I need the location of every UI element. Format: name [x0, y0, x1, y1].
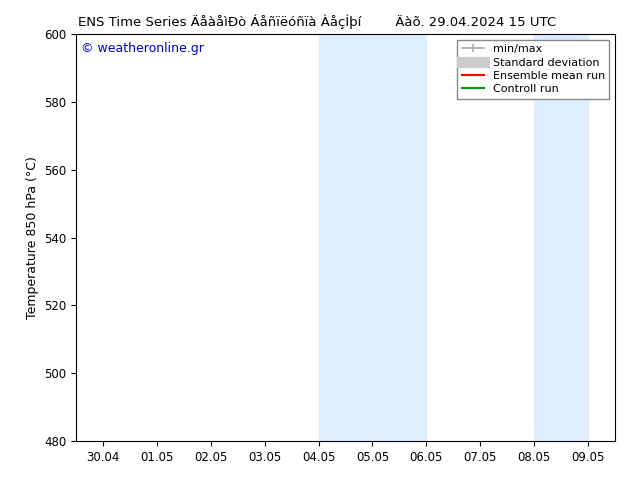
Legend: min/max, Standard deviation, Ensemble mean run, Controll run: min/max, Standard deviation, Ensemble me… — [457, 40, 609, 99]
Text: ENS Time Series ÄåàåìÐò Áåñïëóñïà ÀåçÍþí        Äàõ. 29.04.2024 15 UTC: ENS Time Series ÄåàåìÐò Áåñïëóñïà ÀåçÍþí… — [78, 15, 556, 29]
Bar — [534, 34, 588, 441]
Y-axis label: Temperature 850 hPa (°C): Temperature 850 hPa (°C) — [25, 156, 39, 319]
Text: © weatheronline.gr: © weatheronline.gr — [81, 43, 204, 55]
Bar — [319, 34, 426, 441]
